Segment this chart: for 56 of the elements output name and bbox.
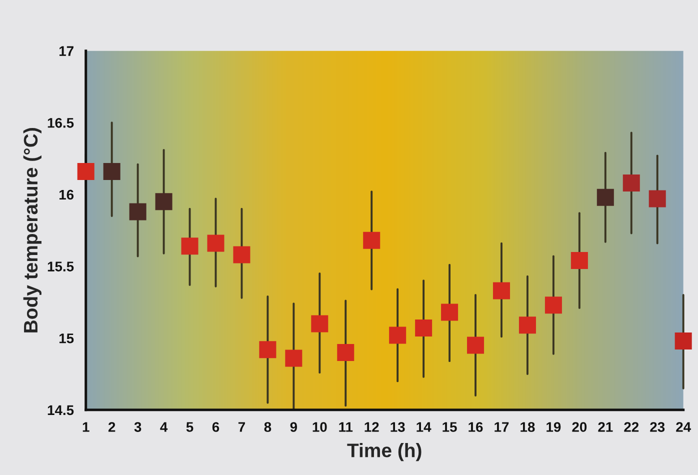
x-tick-label: 1	[82, 422, 90, 432]
point	[674, 332, 692, 350]
y-tick-label: 16.5	[48, 118, 74, 128]
point	[415, 320, 432, 337]
x-tick-label: 19	[546, 422, 561, 432]
x-tick-label: 24	[676, 422, 691, 432]
y-tick-label: 15.5	[48, 262, 74, 272]
point	[259, 341, 276, 358]
y-tick-label: 14.5	[48, 405, 74, 416]
point	[103, 162, 120, 180]
point	[207, 234, 224, 252]
point	[77, 162, 94, 180]
x-tick-label: 7	[238, 422, 245, 432]
x-tick-label: 13	[390, 422, 405, 432]
point	[155, 193, 172, 210]
point	[544, 296, 562, 314]
x-tick-label: 23	[650, 422, 665, 432]
x-tick-label: 21	[598, 422, 613, 432]
point	[622, 174, 640, 192]
y-axis-title: Body temperature (°C)	[23, 128, 42, 332]
x-tick-label: 2	[108, 422, 116, 432]
x-tick-label: 20	[572, 422, 587, 432]
x-tick-label: 18	[520, 422, 535, 432]
x-tick-label: 15	[442, 422, 457, 432]
x-tick-label: 16	[468, 422, 483, 432]
point	[337, 344, 354, 361]
point	[233, 246, 250, 264]
point	[596, 188, 614, 206]
point	[648, 190, 666, 208]
point	[311, 315, 328, 332]
point	[363, 232, 380, 249]
point	[181, 238, 198, 255]
x-tick-label: 17	[494, 422, 509, 432]
point	[129, 203, 146, 220]
x-tick-label: 6	[212, 422, 220, 432]
point	[518, 316, 536, 334]
point	[285, 350, 302, 367]
x-tick-label: 14	[416, 422, 432, 432]
x-tick-label: 9	[290, 422, 298, 432]
x-tick-label: 22	[624, 422, 639, 432]
y-tick-label: 16	[59, 190, 74, 200]
y-tick-label: 17	[59, 46, 74, 56]
x-tick-label: 4	[160, 422, 168, 432]
x-tick-label: 3	[134, 422, 142, 432]
point	[467, 336, 484, 354]
x-tick-label: 10	[312, 422, 327, 432]
x-tick-label: 8	[264, 422, 272, 432]
y-tick-label: 15	[59, 334, 74, 344]
x-axis-title: Time (h)	[347, 443, 422, 462]
point	[492, 282, 510, 300]
x-tick-label: 12	[364, 422, 379, 432]
x-tick-label: 11	[339, 422, 353, 432]
point	[570, 252, 588, 270]
point	[389, 326, 406, 344]
point	[441, 304, 458, 321]
x-tick-label: 5	[186, 422, 194, 432]
